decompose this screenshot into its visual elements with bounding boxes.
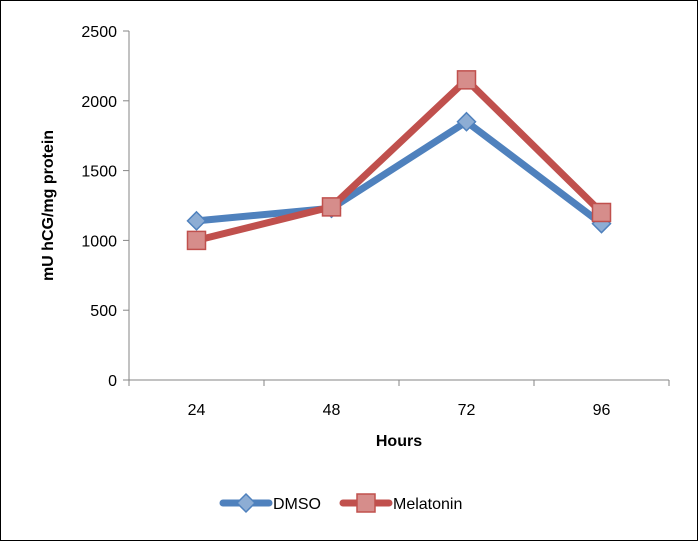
data-point <box>456 70 477 90</box>
axes <box>128 31 669 381</box>
legend-item: Melatonin <box>339 493 462 513</box>
y-tick-label: 2500 <box>81 24 117 41</box>
legend-label: Melatonin <box>393 496 462 513</box>
legend-marker <box>356 493 376 513</box>
series-melatonin <box>186 70 612 251</box>
legend: DMSO Melatonin <box>219 492 462 514</box>
y-tick-label: 2000 <box>81 94 117 111</box>
y-tick-label: 500 <box>90 303 117 320</box>
x-tick-label: 96 <box>593 402 611 419</box>
x-tick-label: 48 <box>323 402 341 419</box>
y-axis-title: mU hCG/mg protein <box>40 130 57 281</box>
y-tick-label: 0 <box>108 373 117 390</box>
series-layer <box>186 70 612 251</box>
series-line <box>193 76 605 244</box>
data-point <box>456 111 477 132</box>
y-tick-label: 1000 <box>81 233 117 250</box>
series-line <box>193 118 605 228</box>
y-ticks: 0 500 1000 1500 2000 2500 <box>81 24 129 390</box>
data-point <box>186 210 207 231</box>
legend-label: DMSO <box>273 496 321 513</box>
series-dmso <box>186 111 612 234</box>
legend-item: DMSO <box>219 492 321 514</box>
data-point <box>186 230 207 251</box>
x-axis-title: Hours <box>376 433 422 450</box>
x-tick-label: 24 <box>188 402 206 419</box>
x-tick-label: 72 <box>458 402 476 419</box>
data-point <box>321 197 342 217</box>
y-tick-label: 1500 <box>81 164 117 181</box>
legend-marker <box>235 492 257 514</box>
data-point <box>591 202 612 223</box>
x-ticks: 24 48 72 96 <box>128 380 670 419</box>
